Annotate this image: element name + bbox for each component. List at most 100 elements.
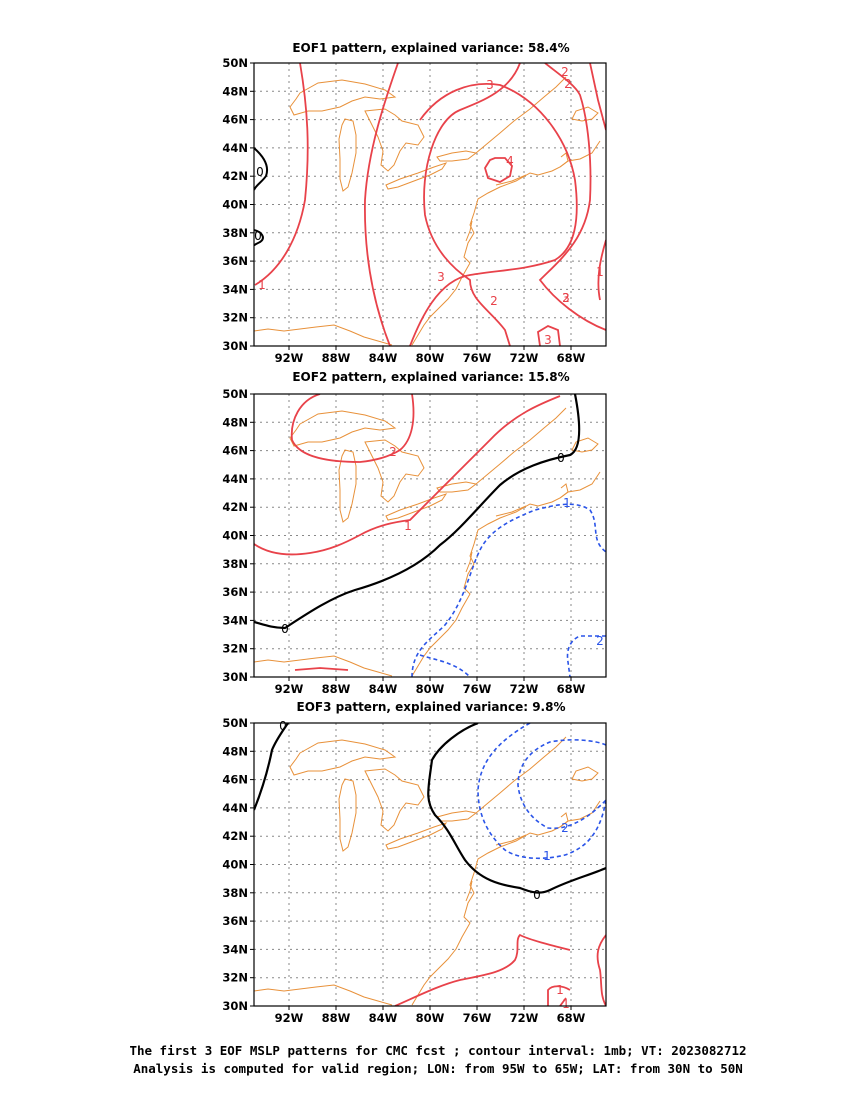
lon-tick-label: 92W (275, 1011, 304, 1025)
panel3-zero-contours (254, 723, 606, 894)
lon-tick-label: 68W (557, 351, 586, 365)
contour-label: 1 (563, 496, 571, 510)
panel1-lon-ticks: 92W 88W 84W 80W 76W 72W 68W (275, 346, 586, 365)
lon-tick-label: 72W (510, 682, 539, 696)
contour-label: 2 (490, 294, 498, 308)
contour-label: 2 (561, 65, 569, 79)
contour-label: 0 (557, 451, 565, 465)
contour-label: 0 (256, 165, 264, 179)
lat-tick-label: 42N (222, 169, 248, 183)
panel1-lat-ticks: 50N 48N 46N 44N 42N 40N 38N 36N 34N 32N 30N (222, 56, 254, 353)
panel3-lat-ticks: 50N 48N 46N 44N 42N 40N 38N 36N 34N 32N 30N (222, 716, 254, 1013)
lat-tick-label: 36N (222, 914, 248, 928)
lon-tick-label: 92W (275, 682, 304, 696)
lat-tick-label: 50N (222, 56, 248, 70)
panel2-lon-ticks: 92W 88W 84W 80W 76W 72W 68W (275, 677, 586, 696)
contour-label: 3 (486, 78, 494, 92)
lat-tick-label: 30N (222, 339, 248, 353)
footer-line2: Analysis is computed for valid region; L… (133, 1061, 743, 1076)
lat-tick-label: 32N (222, 971, 248, 985)
lat-tick-label: 46N (222, 773, 248, 787)
panel1-title: EOF1 pattern, explained variance: 58.4% (292, 41, 569, 55)
lon-tick-label: 84W (369, 1011, 398, 1025)
panel3-lon-ticks: 92W 88W 84W 80W 76W 72W 68W (275, 1006, 586, 1025)
lat-tick-label: 42N (222, 829, 248, 843)
contour-label: 1 (404, 519, 412, 533)
panel3-gridlines (254, 723, 606, 1006)
panel2-zero-contours (254, 394, 581, 630)
lat-tick-label: 34N (222, 942, 248, 956)
lat-tick-label: 40N (222, 198, 248, 212)
lat-tick-label: 38N (222, 886, 248, 900)
contour-label: 2 (389, 445, 397, 459)
lon-tick-label: 88W (322, 1011, 351, 1025)
lat-tick-label: 50N (222, 716, 248, 730)
lat-tick-label: 48N (222, 84, 248, 98)
panel2-map: 2 1 0 0 1 2 50N 48N 46N 44N 42N 40N 38N 36N 34N 32N 30N… (222, 387, 607, 696)
contour-label: 0 (254, 229, 262, 243)
lat-tick-label: 34N (222, 613, 248, 627)
lat-tick-label: 46N (222, 113, 248, 127)
contour-label: 2 (562, 291, 570, 305)
panel2-title: EOF2 pattern, explained variance: 15.8% (292, 370, 569, 384)
lon-tick-label: 76W (463, 351, 492, 365)
lat-tick-label: 36N (222, 254, 248, 268)
lon-tick-label: 80W (416, 1011, 445, 1025)
lon-tick-label: 76W (463, 1011, 492, 1025)
contour-label: 0 (281, 622, 289, 636)
panel2-negative-contours (411, 503, 606, 677)
lat-tick-label: 46N (222, 444, 248, 458)
lat-tick-label: 42N (222, 500, 248, 514)
lon-tick-label: 92W (275, 351, 304, 365)
contour-label: 2 (596, 634, 604, 648)
panel2-gridlines (254, 394, 606, 677)
lon-tick-label: 68W (557, 1011, 586, 1025)
lat-tick-label: 32N (222, 642, 248, 656)
contour-label: 3 (562, 291, 570, 305)
contour-label: 3 (437, 270, 445, 284)
lat-tick-label: 44N (222, 141, 248, 155)
contour-label: 0 (279, 719, 287, 733)
contour-label: 1 (556, 983, 564, 997)
panel3-negative-contours (477, 723, 606, 860)
lat-tick-label: 38N (222, 557, 248, 571)
lon-tick-label: 68W (557, 682, 586, 696)
lat-tick-label: 38N (222, 226, 248, 240)
contour-label: 0 (533, 888, 541, 902)
lat-tick-label: 50N (222, 387, 248, 401)
lon-tick-label: 76W (463, 682, 492, 696)
lat-tick-label: 48N (222, 415, 248, 429)
lat-tick-label: 44N (222, 801, 248, 815)
lon-tick-label: 80W (416, 682, 445, 696)
lat-tick-label: 40N (222, 858, 248, 872)
contour-label: 2 (561, 821, 569, 835)
lon-tick-label: 80W (416, 351, 445, 365)
contour-label: 1 (596, 265, 604, 279)
lon-tick-label: 84W (369, 351, 398, 365)
lon-tick-label: 88W (322, 351, 351, 365)
panel2-contour-labels: 2 1 0 0 1 2 (281, 445, 604, 648)
panel1-positive-contours (254, 63, 606, 346)
lon-tick-label: 72W (510, 351, 539, 365)
panel3-title: EOF3 pattern, explained variance: 9.8% (297, 700, 566, 714)
contour-label: 1 (258, 278, 266, 292)
panel1-gridlines (254, 63, 606, 346)
panel2-lat-ticks: 50N 48N 46N 44N 42N 40N 38N 36N 34N 32N 30N (222, 387, 254, 684)
lon-tick-label: 88W (322, 682, 351, 696)
panel3-coastlines (254, 736, 601, 1006)
lat-tick-label: 30N (222, 999, 248, 1013)
panel2-coastlines (254, 407, 601, 677)
lat-tick-label: 30N (222, 670, 248, 684)
lat-tick-label: 32N (222, 311, 248, 325)
panel3-positive-contours (394, 933, 606, 1006)
contour-label: 1 (562, 997, 570, 1011)
lat-tick-label: 40N (222, 529, 248, 543)
panel2-positive-contours (254, 394, 561, 671)
contour-label: 1 (543, 849, 551, 863)
contour-label: 2 (564, 77, 572, 91)
